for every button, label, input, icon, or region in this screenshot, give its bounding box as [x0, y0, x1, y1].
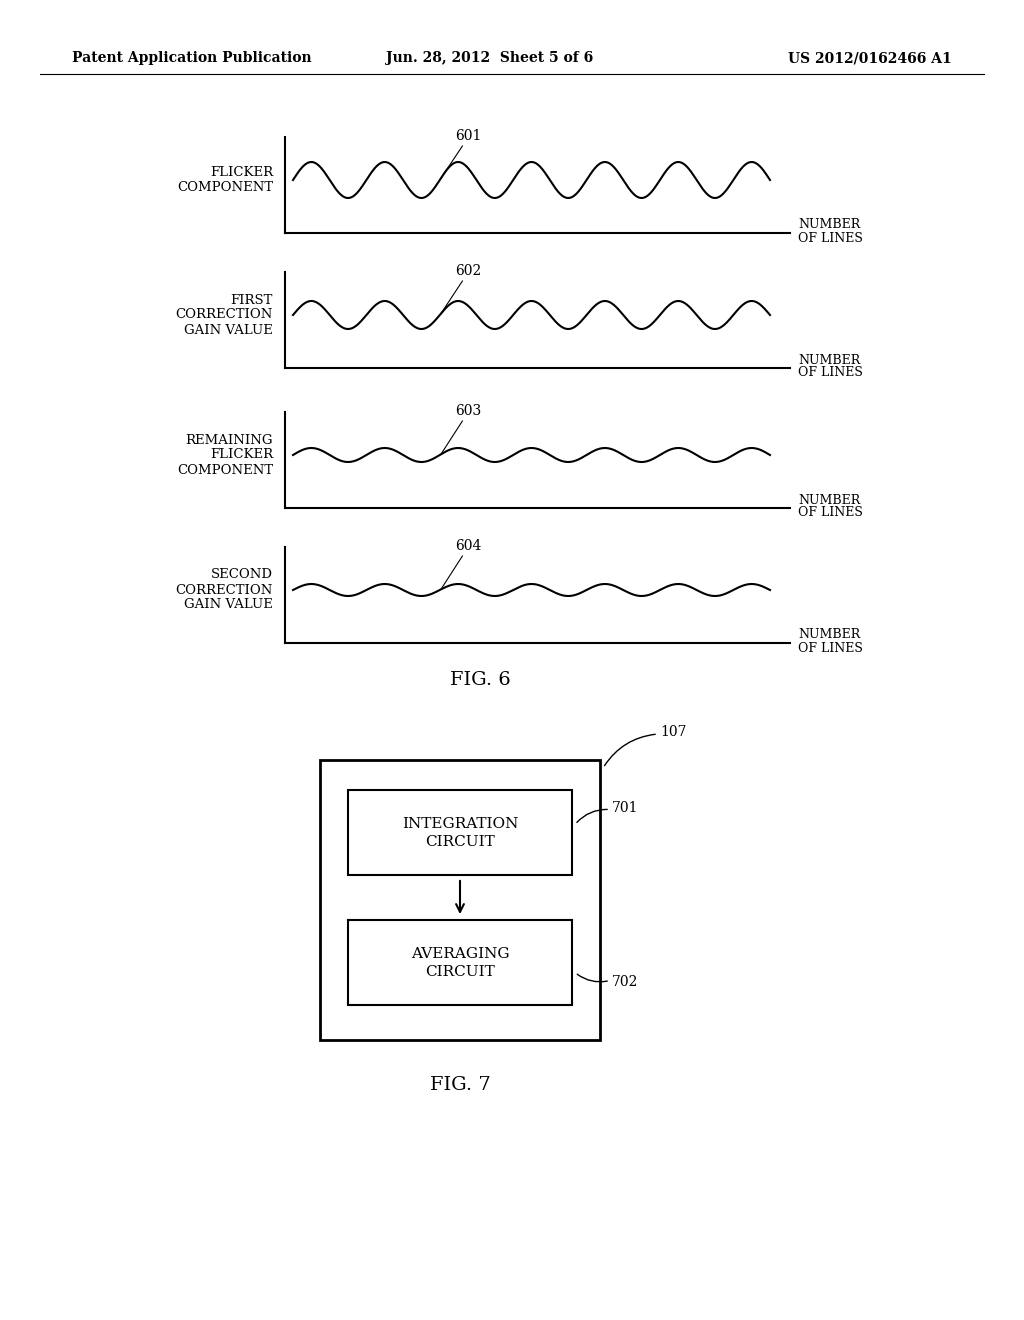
Text: AVERAGING: AVERAGING: [411, 946, 509, 961]
Text: 702: 702: [612, 975, 638, 990]
Text: GAIN VALUE: GAIN VALUE: [184, 598, 273, 611]
Text: 602: 602: [456, 264, 481, 279]
Text: FLICKER: FLICKER: [210, 449, 273, 462]
Text: FLICKER: FLICKER: [210, 166, 273, 180]
Text: Patent Application Publication: Patent Application Publication: [72, 51, 311, 65]
Text: NUMBER: NUMBER: [798, 354, 860, 367]
Text: FIG. 7: FIG. 7: [430, 1076, 490, 1094]
Text: NUMBER: NUMBER: [798, 219, 860, 231]
Text: FIRST: FIRST: [230, 293, 273, 306]
Text: SECOND: SECOND: [211, 569, 273, 582]
Text: COMPONENT: COMPONENT: [177, 181, 273, 194]
Text: US 2012/0162466 A1: US 2012/0162466 A1: [788, 51, 952, 65]
Text: 107: 107: [660, 725, 686, 739]
Text: INTEGRATION: INTEGRATION: [401, 817, 518, 830]
Text: CIRCUIT: CIRCUIT: [425, 965, 495, 978]
Text: REMAINING: REMAINING: [185, 433, 273, 446]
Text: OF LINES: OF LINES: [798, 231, 863, 244]
Text: 604: 604: [456, 539, 481, 553]
Text: 601: 601: [456, 129, 481, 143]
Text: 603: 603: [456, 404, 481, 418]
Text: NUMBER: NUMBER: [798, 628, 860, 642]
Text: NUMBER: NUMBER: [798, 494, 860, 507]
Text: CORRECTION: CORRECTION: [176, 309, 273, 322]
Text: GAIN VALUE: GAIN VALUE: [184, 323, 273, 337]
Text: OF LINES: OF LINES: [798, 367, 863, 380]
Text: CIRCUIT: CIRCUIT: [425, 834, 495, 849]
Text: CORRECTION: CORRECTION: [176, 583, 273, 597]
Text: COMPONENT: COMPONENT: [177, 463, 273, 477]
Text: OF LINES: OF LINES: [798, 642, 863, 655]
Text: OF LINES: OF LINES: [798, 507, 863, 520]
Text: FIG. 6: FIG. 6: [450, 671, 510, 689]
Text: 701: 701: [612, 800, 639, 814]
Text: Jun. 28, 2012  Sheet 5 of 6: Jun. 28, 2012 Sheet 5 of 6: [386, 51, 594, 65]
